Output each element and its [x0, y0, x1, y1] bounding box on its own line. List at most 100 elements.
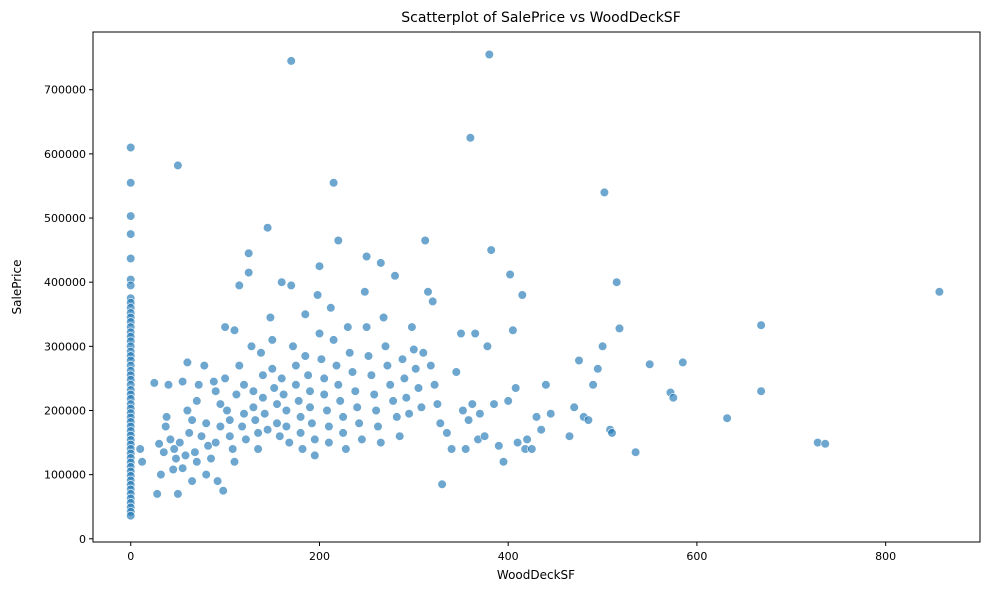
- data-point: [338, 428, 348, 438]
- data-point: [503, 396, 513, 406]
- data-point: [265, 312, 276, 323]
- data-point: [171, 454, 181, 464]
- data-point: [244, 268, 254, 278]
- data-point: [297, 444, 308, 454]
- data-point: [326, 303, 336, 313]
- data-point: [163, 380, 174, 390]
- data-point: [430, 380, 440, 390]
- y-axis: 0 100000 200000 300000 400000 500000 600000 700…: [44, 84, 93, 546]
- data-point: [294, 396, 304, 406]
- x-tick-label: 400: [498, 550, 519, 563]
- data-point: [180, 450, 191, 461]
- data-point: [470, 328, 480, 339]
- data-point: [376, 438, 386, 448]
- data-point: [258, 393, 268, 403]
- data-point: [211, 438, 221, 448]
- data-point: [314, 261, 325, 271]
- y-tick-label: 0: [79, 533, 86, 546]
- data-point: [126, 511, 136, 521]
- data-point: [363, 351, 374, 361]
- y-tick-label: 100000: [44, 469, 86, 482]
- data-point: [522, 434, 532, 445]
- data-point: [190, 447, 200, 457]
- data-point: [215, 399, 225, 409]
- data-point: [541, 380, 551, 390]
- data-point: [456, 328, 466, 339]
- data-point: [380, 341, 391, 351]
- data-point: [564, 431, 575, 441]
- data-point: [423, 287, 433, 297]
- data-point: [480, 431, 490, 441]
- data-point: [178, 377, 188, 387]
- data-point: [464, 415, 474, 425]
- y-tick-label: 400000: [44, 276, 86, 289]
- data-point: [399, 373, 410, 384]
- data-point: [599, 187, 610, 197]
- data-point: [244, 248, 254, 258]
- data-point: [296, 428, 306, 438]
- x-tick-label: 600: [686, 550, 707, 563]
- data-point: [482, 341, 493, 351]
- data-point: [426, 361, 436, 371]
- data-point: [934, 287, 945, 297]
- data-point: [484, 49, 494, 60]
- data-point: [411, 364, 421, 374]
- data-point: [305, 402, 315, 412]
- data-point: [173, 160, 183, 170]
- data-point: [489, 399, 499, 409]
- data-point: [546, 409, 556, 419]
- data-point: [288, 341, 298, 351]
- data-point: [272, 418, 282, 428]
- data-point: [338, 412, 348, 422]
- data-point: [253, 428, 263, 438]
- data-point: [333, 380, 343, 390]
- data-point: [612, 277, 622, 287]
- data-point: [310, 434, 320, 445]
- data-point: [442, 428, 452, 438]
- data-point: [201, 418, 211, 428]
- x-tick-label: 0: [127, 550, 134, 563]
- data-point: [505, 269, 515, 280]
- data-point: [272, 399, 282, 409]
- data-point: [267, 364, 277, 374]
- x-tick-label: 800: [875, 550, 896, 563]
- data-point: [201, 470, 211, 480]
- data-point: [376, 258, 386, 268]
- data-point: [126, 142, 136, 153]
- data-point: [229, 457, 240, 467]
- data-point: [192, 457, 202, 467]
- data-point: [347, 367, 358, 377]
- data-point: [322, 405, 332, 416]
- data-point: [319, 373, 329, 384]
- x-axis: 0 200 400 600 800: [127, 542, 896, 563]
- data-point: [260, 409, 270, 419]
- data-point: [324, 421, 334, 432]
- data-point: [178, 463, 188, 473]
- data-point: [269, 383, 279, 393]
- data-point: [413, 383, 424, 393]
- data-point: [220, 373, 230, 384]
- data-point: [313, 290, 323, 300]
- data-point: [401, 393, 411, 403]
- data-point: [161, 421, 171, 432]
- data-point: [168, 464, 178, 475]
- data-point: [225, 431, 235, 441]
- data-point: [199, 361, 209, 371]
- data-point: [137, 457, 147, 467]
- data-point: [588, 380, 598, 390]
- data-points: [126, 49, 945, 521]
- data-point: [343, 322, 353, 332]
- data-point: [256, 348, 266, 358]
- data-point: [486, 245, 496, 255]
- data-point: [813, 438, 823, 448]
- data-point: [303, 370, 313, 380]
- data-point: [253, 444, 263, 454]
- data-point: [451, 367, 461, 377]
- data-point: [756, 320, 766, 330]
- data-point: [352, 402, 362, 412]
- data-point: [333, 235, 343, 246]
- data-point: [508, 325, 518, 335]
- data-point: [404, 409, 414, 419]
- data-point: [607, 428, 617, 438]
